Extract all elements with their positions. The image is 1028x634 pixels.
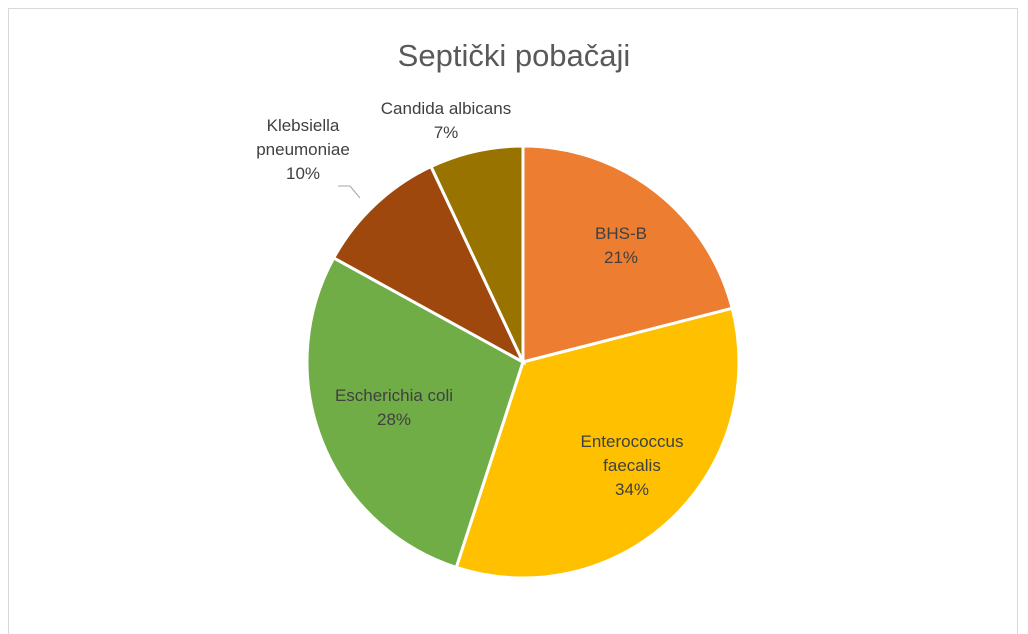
pie-slice — [521, 144, 735, 364]
label-name: BHS-B — [595, 224, 647, 243]
label-name: Escherichia coli — [334, 386, 454, 405]
label-value: 10% — [285, 164, 321, 183]
data-label: Klebsiella pneumoniae 10% — [238, 114, 368, 186]
pie-slice — [305, 255, 525, 570]
pie-slice — [331, 164, 527, 366]
data-label: Candida albicans 7% — [361, 97, 531, 145]
data-label: Enterococcus faecalis 34% — [572, 430, 692, 502]
label-value: 21% — [603, 248, 639, 267]
data-label: BHS-B 21% — [561, 222, 681, 270]
chart-frame — [8, 8, 1018, 634]
leader-line — [338, 185, 361, 199]
label-value: 34% — [614, 480, 650, 499]
label-value: 28% — [376, 410, 412, 429]
label-name: Enterococcus faecalis — [580, 432, 684, 475]
label-name: Klebsiella pneumoniae — [256, 116, 350, 159]
pie-slice — [429, 144, 525, 363]
pie-slice — [454, 306, 741, 580]
label-value: 7% — [433, 123, 459, 142]
data-label: Escherichia coli 28% — [314, 384, 474, 432]
chart-title: Septički pobačaji — [397, 38, 631, 73]
label-name: Candida albicans — [380, 99, 512, 118]
